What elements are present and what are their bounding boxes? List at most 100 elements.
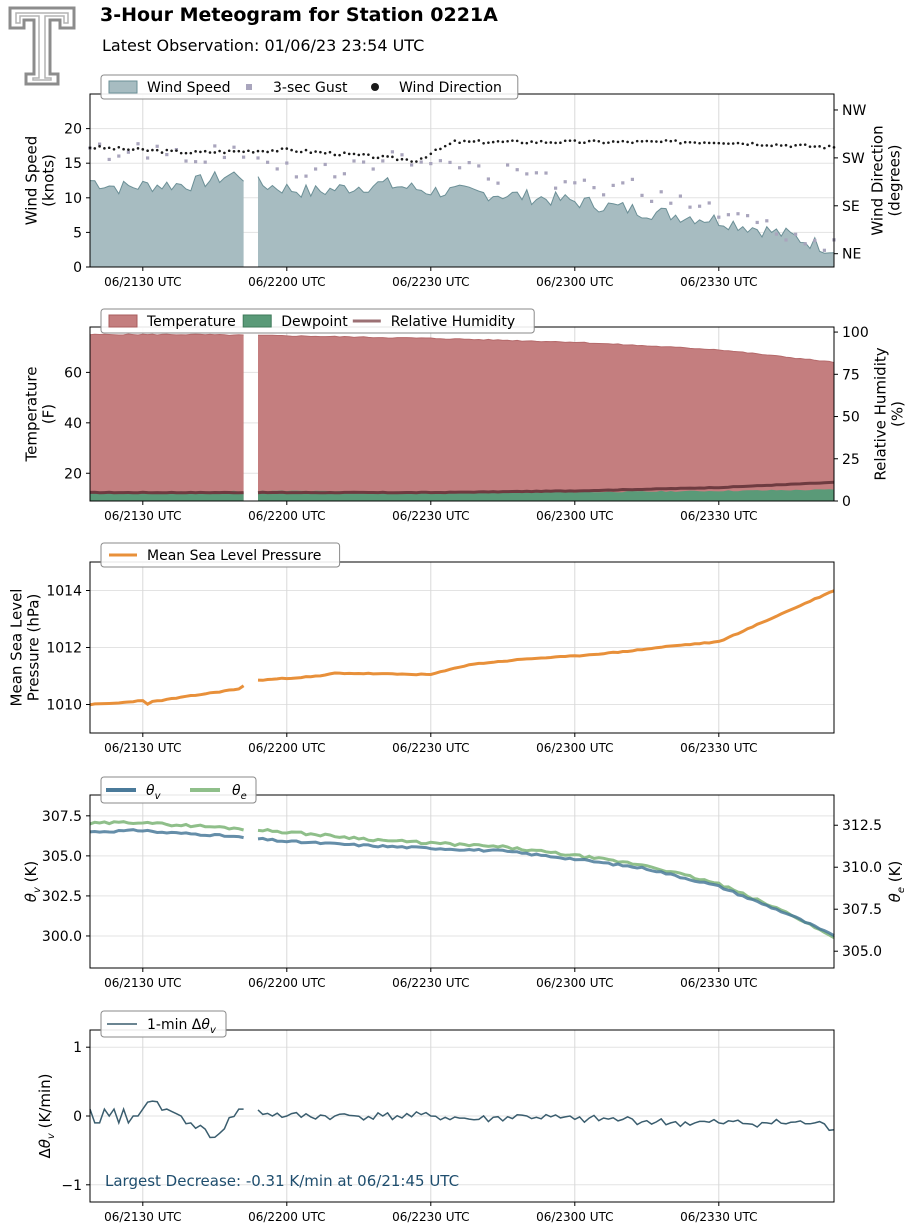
direction-dot bbox=[760, 144, 764, 147]
gust-marker bbox=[371, 167, 375, 171]
theta-ytick-label: 302.5 bbox=[42, 889, 82, 905]
gust-marker bbox=[506, 163, 510, 167]
pressure-line bbox=[257, 589, 835, 682]
direction-dot bbox=[751, 141, 754, 145]
gust-marker bbox=[813, 238, 817, 243]
direction-dot bbox=[103, 147, 106, 150]
direction-dot bbox=[165, 148, 169, 152]
direction-dot bbox=[453, 139, 457, 142]
direction-dot bbox=[419, 157, 423, 160]
direction-dot bbox=[736, 141, 740, 145]
thermo-y2tick-label: 0 bbox=[842, 494, 851, 510]
gust-marker bbox=[477, 164, 481, 168]
delta-ylabel-text: Δθv (K/min) bbox=[36, 1073, 57, 1158]
wind-ylabel-line: (knots) bbox=[40, 154, 58, 207]
theta-xtick-label: 06/2230 UTC bbox=[392, 976, 469, 990]
wind-y2label-line: Wind Direction bbox=[869, 125, 887, 235]
gust-marker bbox=[314, 167, 318, 171]
direction-dot bbox=[549, 141, 553, 144]
wind-xtick-label: 06/2200 UTC bbox=[248, 275, 325, 289]
direction-dot bbox=[160, 151, 164, 154]
direction-dot bbox=[659, 140, 663, 144]
theta-v-legend-label: θv bbox=[146, 783, 162, 802]
direction-dot bbox=[338, 153, 341, 157]
thermo-y2label: Relative Humidity (%) bbox=[872, 347, 907, 480]
pressure-xtick-label: 06/2130 UTC bbox=[104, 741, 181, 755]
thermo-xtick-label: 06/2300 UTC bbox=[536, 509, 613, 523]
direction-dot bbox=[607, 141, 610, 144]
gust-marker bbox=[203, 160, 207, 164]
direction-dot bbox=[367, 153, 370, 156]
thermo-y2tick-label: 25 bbox=[842, 452, 860, 468]
direction-dot bbox=[347, 152, 351, 156]
direction-dot bbox=[530, 140, 533, 143]
gust-marker bbox=[707, 201, 711, 205]
gust-marker bbox=[333, 175, 337, 179]
direction-dot bbox=[645, 139, 649, 143]
gust-marker bbox=[803, 242, 807, 246]
pressure-legend: Mean Sea Level Pressure bbox=[100, 542, 341, 568]
delta-legend: 1-min Δθv bbox=[100, 1010, 227, 1038]
delta-line bbox=[257, 1109, 835, 1132]
direction-dot bbox=[448, 142, 452, 146]
gust-marker bbox=[746, 214, 750, 218]
pressure-ytick-label: 1014 bbox=[46, 584, 82, 600]
direction-dot bbox=[799, 143, 802, 147]
direction-dot bbox=[741, 142, 745, 146]
gust-marker bbox=[630, 177, 634, 181]
wind-ytick-label: 10 bbox=[64, 191, 82, 207]
thermo-legend-swatch bbox=[242, 314, 272, 328]
gust-marker bbox=[717, 215, 721, 219]
pressure-frame bbox=[89, 561, 835, 734]
theta-xtick-label: 06/2200 UTC bbox=[248, 976, 325, 990]
wind-xtick-label: 06/2230 UTC bbox=[392, 275, 469, 289]
direction-dot bbox=[592, 139, 596, 142]
direction-dot bbox=[179, 151, 183, 155]
thermo-legend-swatch bbox=[108, 314, 138, 328]
gust-marker bbox=[726, 213, 730, 217]
direction-dot bbox=[703, 141, 706, 144]
theta-legend-box bbox=[100, 776, 257, 804]
gust-marker bbox=[294, 175, 298, 179]
delta-ytick-label: −1 bbox=[61, 1178, 82, 1194]
direction-dot bbox=[328, 150, 332, 154]
direction-dot bbox=[755, 143, 759, 147]
thermo-ylabel-line: Temperature bbox=[23, 366, 41, 462]
direction-dot bbox=[458, 141, 461, 145]
pressure-xtick-label: 06/2230 UTC bbox=[392, 741, 469, 755]
direction-dot bbox=[295, 150, 298, 153]
direction-dot bbox=[232, 150, 236, 153]
direction-dot bbox=[227, 149, 231, 153]
direction-dot bbox=[463, 139, 466, 143]
direction-dot bbox=[803, 143, 807, 146]
direction-dot bbox=[669, 139, 673, 143]
direction-dot bbox=[808, 145, 812, 148]
pressure-ytick-label: 1012 bbox=[46, 641, 82, 657]
pressure-ylabel-line: Pressure (hPa) bbox=[25, 594, 43, 702]
theta-ytick-label: 300.0 bbox=[42, 929, 82, 945]
gust-marker bbox=[774, 232, 778, 236]
gust-marker bbox=[592, 186, 596, 190]
direction-dot bbox=[674, 139, 677, 142]
theta-v-line bbox=[257, 836, 835, 937]
direction-dot bbox=[93, 147, 97, 150]
direction-dot bbox=[506, 139, 509, 143]
wind-xtick-label: 06/2130 UTC bbox=[104, 275, 181, 289]
wind-legend-swatch bbox=[108, 80, 138, 94]
gust-marker bbox=[381, 159, 385, 163]
theta-ylabel-text: θv (K) bbox=[22, 861, 43, 902]
direction-dot bbox=[242, 150, 245, 154]
direction-dot bbox=[261, 149, 265, 153]
gust-marker bbox=[573, 181, 577, 185]
wind-speed-line bbox=[89, 170, 244, 195]
gust-marker bbox=[222, 155, 226, 160]
thermo-ytick-label: 20 bbox=[64, 466, 82, 482]
wind-y2tick-label: NE bbox=[842, 247, 861, 263]
wind-speed-line bbox=[257, 176, 835, 254]
direction-dot bbox=[213, 151, 217, 154]
theta-ylabel: θv (K) bbox=[22, 861, 43, 902]
direction-dot bbox=[722, 142, 725, 145]
direction-dot bbox=[333, 153, 337, 157]
direction-dot bbox=[813, 145, 817, 148]
pressure-ylabel: Mean Sea Level Pressure (hPa) bbox=[8, 589, 43, 707]
